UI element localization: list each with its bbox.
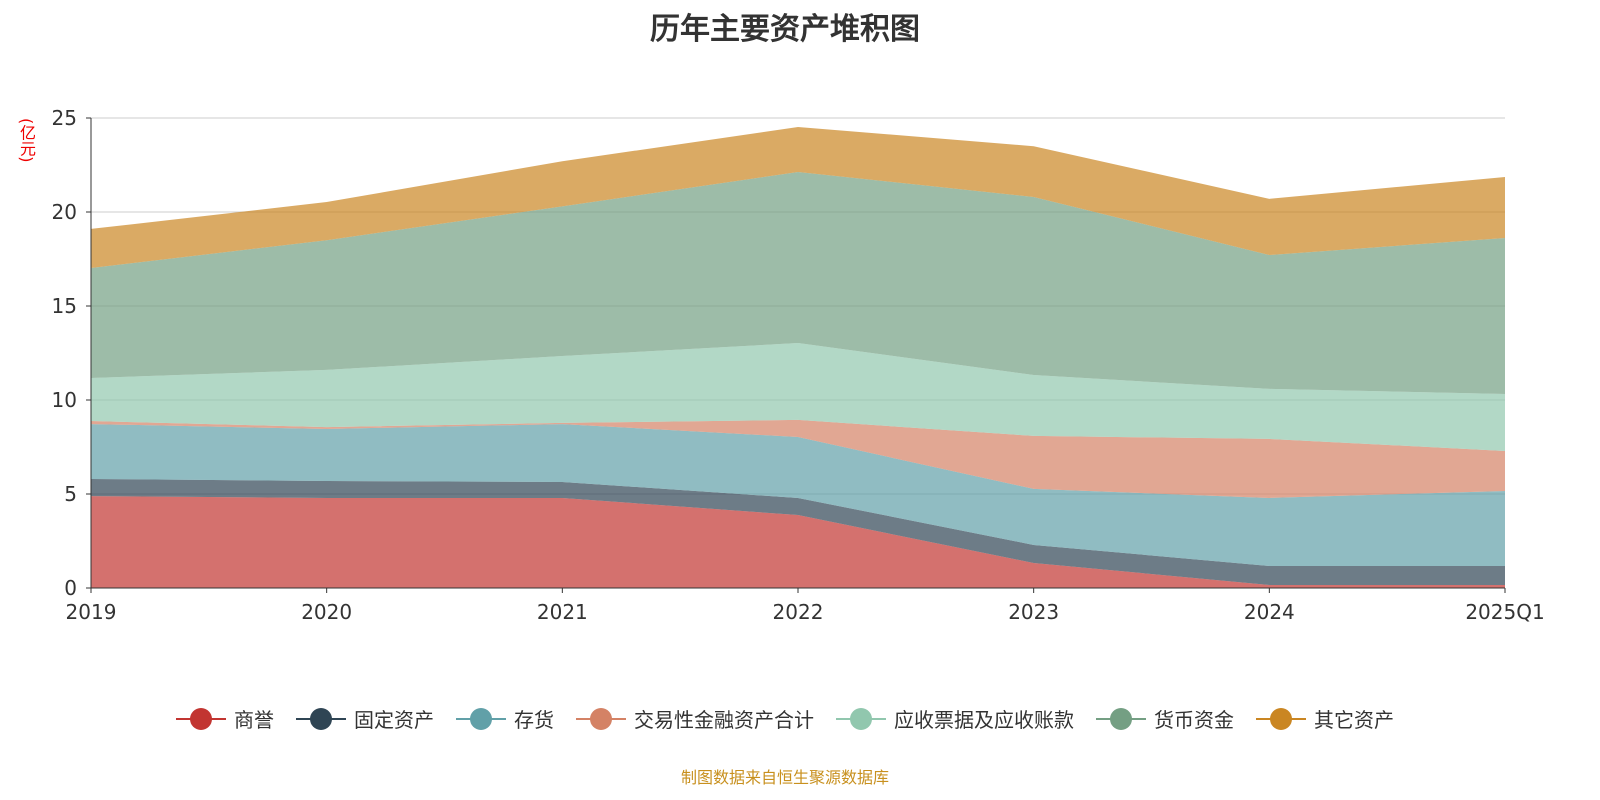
area-series-6[interactable] bbox=[91, 127, 1505, 269]
legend-marker-icon bbox=[456, 707, 506, 731]
legend-item[interactable]: 货币资金 bbox=[1096, 704, 1234, 733]
y-tick-label: 25 bbox=[52, 106, 77, 130]
x-tick-label: 2022 bbox=[773, 600, 824, 624]
legend-item[interactable]: 交易性金融资产合计 bbox=[576, 704, 814, 733]
legend-label: 固定资产 bbox=[354, 708, 434, 732]
y-tick-label: 10 bbox=[52, 388, 77, 412]
area-series-0[interactable] bbox=[91, 496, 1505, 588]
legend-marker-icon bbox=[176, 707, 226, 731]
legend-item[interactable]: 存货 bbox=[456, 704, 554, 733]
legend-item[interactable]: 应收票据及应收账款 bbox=[836, 704, 1074, 733]
y-tick-label: 20 bbox=[52, 200, 77, 224]
source-note: 制图数据来自恒生聚源数据库 bbox=[680, 768, 889, 787]
y-tick-label: 15 bbox=[52, 294, 77, 318]
y-tick-label: 0 bbox=[64, 576, 77, 600]
area-series-2[interactable] bbox=[91, 424, 1505, 567]
area-series-5[interactable] bbox=[91, 171, 1505, 394]
y-axis-unit: (亿元) bbox=[17, 118, 36, 163]
legend-item[interactable]: 其它资产 bbox=[1256, 704, 1394, 733]
legend-label: 其它资产 bbox=[1314, 708, 1394, 732]
legend-item[interactable]: 商誉 bbox=[176, 704, 274, 733]
x-tick-label: 2021 bbox=[537, 600, 588, 624]
area-series-3[interactable] bbox=[91, 419, 1505, 498]
legend-marker-icon bbox=[296, 707, 346, 731]
y-tick-label: 5 bbox=[64, 482, 77, 506]
legend-marker-icon bbox=[1256, 707, 1306, 731]
x-tick-label: 2024 bbox=[1244, 600, 1295, 624]
legend-marker-icon bbox=[836, 707, 886, 731]
x-tick-label: 2020 bbox=[301, 600, 352, 624]
legend-label: 商誉 bbox=[234, 708, 274, 732]
x-tick-label: 2019 bbox=[66, 600, 117, 624]
legend-marker-icon bbox=[576, 707, 626, 731]
legend-marker-icon bbox=[1096, 707, 1146, 731]
chart-title: 历年主要资产堆积图 bbox=[650, 12, 920, 47]
legend-label: 应收票据及应收账款 bbox=[894, 708, 1074, 732]
area-series-1[interactable] bbox=[91, 478, 1505, 585]
legend-label: 货币资金 bbox=[1154, 708, 1234, 732]
legend-item[interactable]: 固定资产 bbox=[296, 704, 434, 733]
x-tick-label: 2025Q1 bbox=[1465, 600, 1544, 624]
x-tick-label: 2023 bbox=[1008, 600, 1059, 624]
legend-label: 交易性金融资产合计 bbox=[634, 708, 814, 732]
legend: 商誉 固定资产 存货 交易性金融资产合计 应收票据及应收账款 货币资金 其它资产 bbox=[0, 704, 1570, 733]
legend-label: 存货 bbox=[514, 708, 554, 732]
area-series-4[interactable] bbox=[91, 343, 1505, 451]
